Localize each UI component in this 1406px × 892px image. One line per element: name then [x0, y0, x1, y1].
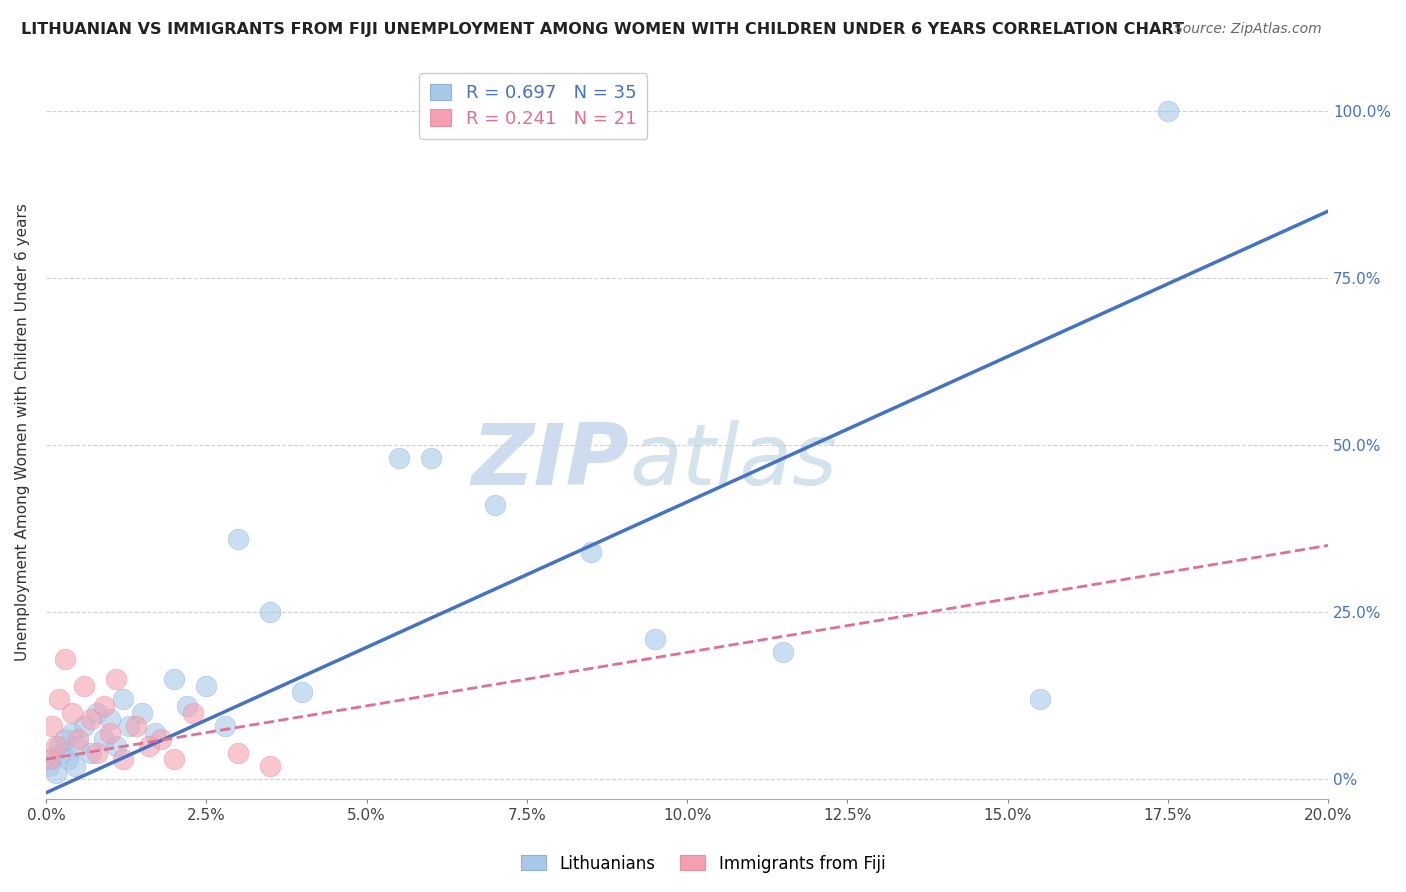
Point	[58, 752, 80, 766]
Point	[48, 739, 70, 753]
Point	[93, 698, 115, 713]
Point	[73, 719, 96, 733]
Point	[484, 498, 506, 512]
Point	[53, 652, 76, 666]
Point	[105, 672, 128, 686]
Point	[163, 672, 186, 686]
Point	[80, 746, 103, 760]
Point	[80, 712, 103, 726]
Point	[419, 451, 441, 466]
Point	[48, 692, 70, 706]
Point	[644, 632, 666, 646]
Point	[60, 706, 83, 720]
Text: atlas: atlas	[630, 419, 838, 503]
Point	[86, 706, 108, 720]
Point	[60, 725, 83, 739]
Point	[125, 719, 148, 733]
Point	[259, 605, 281, 619]
Point	[73, 679, 96, 693]
Point	[66, 739, 89, 753]
Point	[143, 725, 166, 739]
Point	[38, 752, 60, 766]
Point	[214, 719, 236, 733]
Point	[163, 752, 186, 766]
Legend: Lithuanians, Immigrants from Fiji: Lithuanians, Immigrants from Fiji	[515, 848, 891, 880]
Point	[63, 759, 86, 773]
Y-axis label: Unemployment Among Women with Children Under 6 years: Unemployment Among Women with Children U…	[15, 202, 30, 661]
Point	[51, 746, 73, 760]
Point	[86, 746, 108, 760]
Point	[111, 692, 134, 706]
Point	[45, 739, 67, 753]
Point	[38, 759, 60, 773]
Point	[45, 765, 67, 780]
Point	[291, 685, 314, 699]
Point	[772, 645, 794, 659]
Point	[131, 706, 153, 720]
Text: LITHUANIAN VS IMMIGRANTS FROM FIJI UNEMPLOYMENT AMONG WOMEN WITH CHILDREN UNDER : LITHUANIAN VS IMMIGRANTS FROM FIJI UNEMP…	[21, 22, 1184, 37]
Text: ZIP: ZIP	[472, 419, 630, 503]
Point	[387, 451, 409, 466]
Point	[176, 698, 198, 713]
Point	[41, 719, 63, 733]
Legend: R = 0.697   N = 35, R = 0.241   N = 21: R = 0.697 N = 35, R = 0.241 N = 21	[419, 73, 647, 138]
Point	[111, 752, 134, 766]
Point	[1028, 692, 1050, 706]
Point	[105, 739, 128, 753]
Point	[98, 725, 121, 739]
Point	[41, 752, 63, 766]
Point	[118, 719, 141, 733]
Point	[138, 739, 160, 753]
Point	[53, 732, 76, 747]
Point	[93, 732, 115, 747]
Point	[1157, 103, 1180, 118]
Point	[195, 679, 218, 693]
Point	[66, 732, 89, 747]
Point	[183, 706, 205, 720]
Text: Source: ZipAtlas.com: Source: ZipAtlas.com	[1174, 22, 1322, 37]
Point	[259, 759, 281, 773]
Point	[150, 732, 173, 747]
Point	[226, 746, 249, 760]
Point	[98, 712, 121, 726]
Point	[579, 545, 602, 559]
Point	[226, 532, 249, 546]
